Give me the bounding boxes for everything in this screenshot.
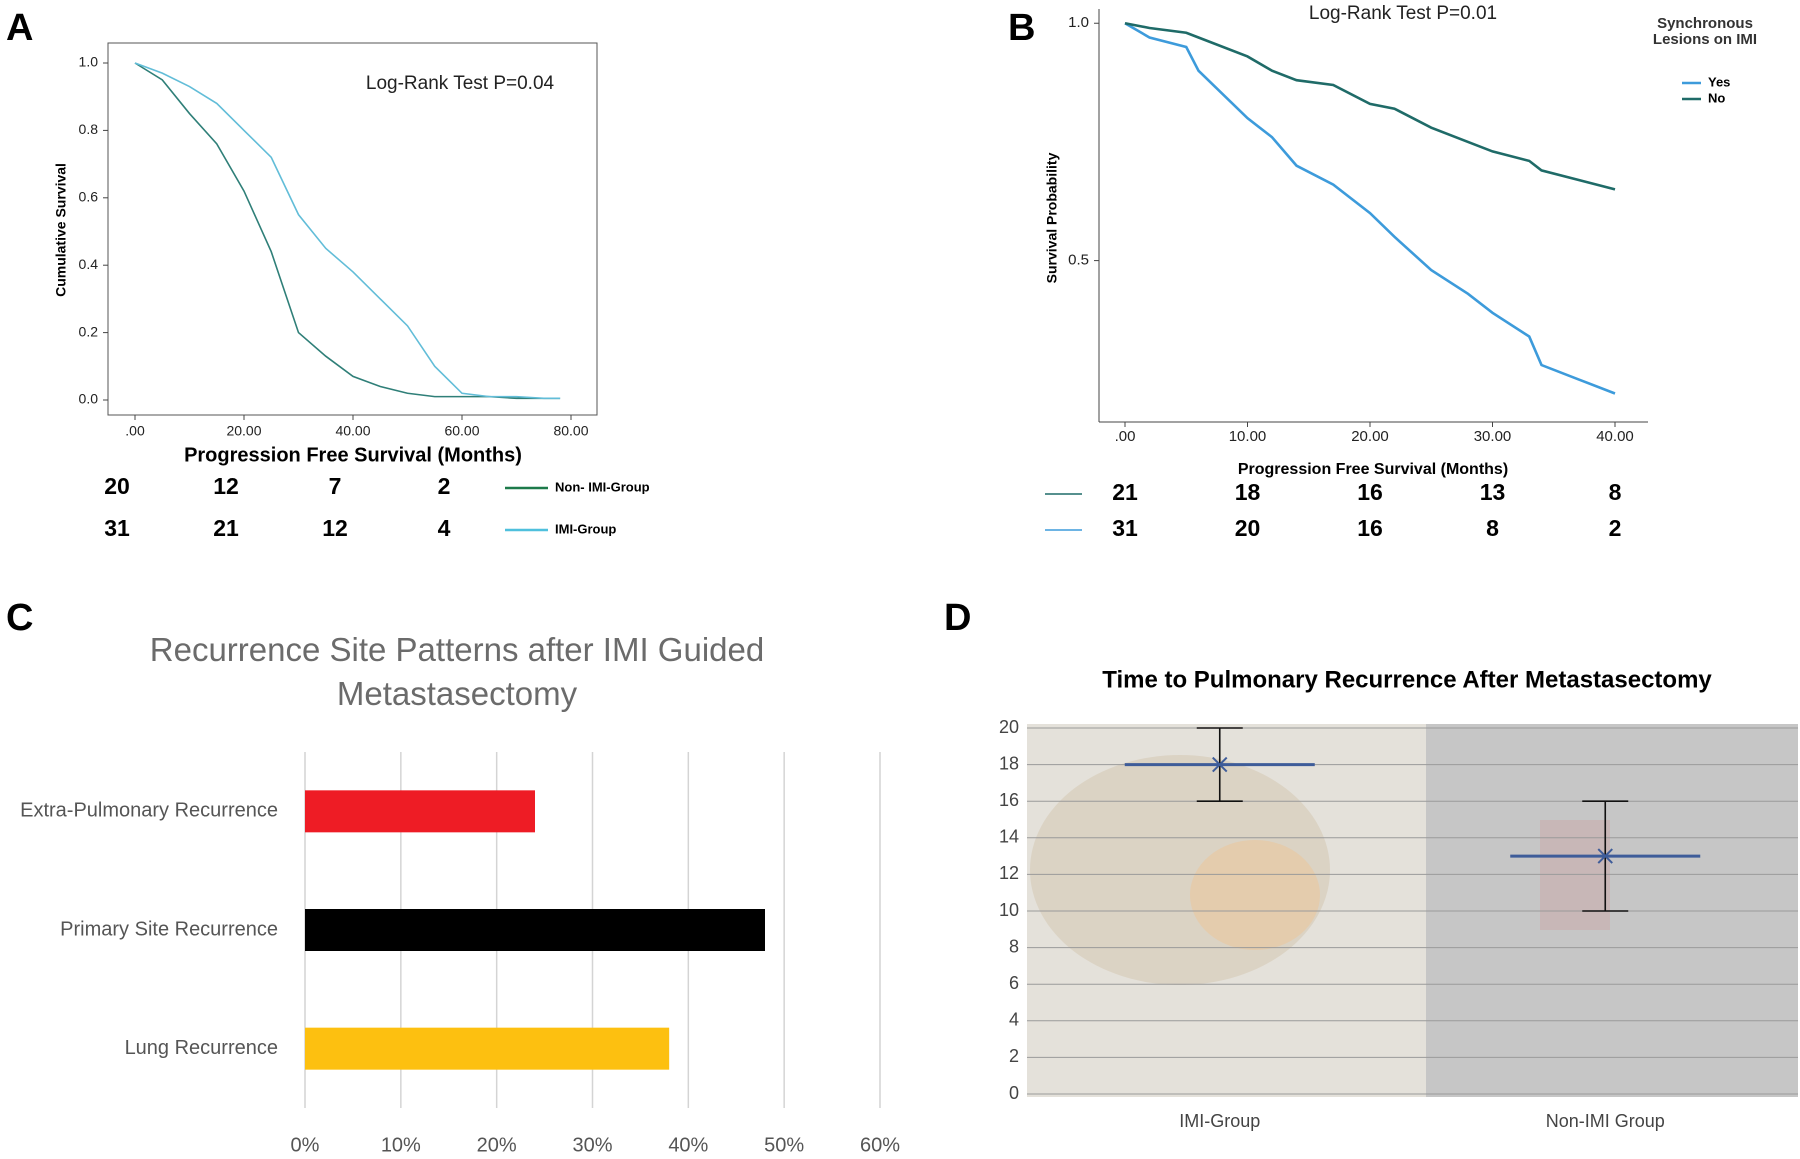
category-label: Non-IMI Group [1546, 1111, 1665, 1131]
at-risk-count: 31 [104, 515, 130, 541]
survival-curve [1124, 21, 1616, 191]
annotation: Log-Rank Test P=0.04 [366, 73, 555, 94]
mean-marker [1212, 756, 1228, 773]
photo-glow [1190, 840, 1320, 950]
y-tick-label: 4 [1009, 1010, 1019, 1030]
x-tick-label: 20% [477, 1134, 517, 1156]
plot-frame [107, 42, 598, 416]
legend-label: No [1708, 90, 1725, 105]
panel-label: A [6, 7, 33, 49]
x-tick-label: 0% [291, 1134, 320, 1156]
bar [305, 790, 535, 833]
x-tick-label: 80.00 [553, 423, 588, 439]
y-tick-label: 0.8 [79, 121, 99, 137]
at-risk-count: 8 [1609, 479, 1622, 505]
at-risk-count: 8 [1486, 515, 1499, 541]
y-tick-label: 20 [999, 717, 1019, 737]
x-tick-label: 60.00 [444, 423, 479, 439]
panel-label: C [6, 597, 33, 639]
at-risk-count: 31 [1112, 515, 1138, 541]
x-tick-label: 10% [381, 1134, 421, 1156]
at-risk-count: 7 [329, 473, 342, 499]
at-risk-count: 16 [1357, 479, 1383, 505]
y-tick-label: 8 [1009, 936, 1019, 956]
at-risk-count: 16 [1357, 515, 1383, 541]
y-axis-label: Cumulative Survival [53, 163, 69, 297]
survival-curve [1124, 22, 1616, 395]
at-risk-count: 21 [1112, 479, 1138, 505]
y-tick-label: 10 [999, 900, 1019, 920]
category-label: Lung Recurrence [125, 1037, 278, 1059]
panel-label: D [944, 597, 971, 639]
bar [305, 909, 765, 951]
x-tick-label: 30% [572, 1134, 612, 1156]
x-tick-label: .00 [125, 423, 145, 439]
x-tick-label: 20.00 [1351, 428, 1389, 445]
y-tick-label: 16 [999, 790, 1019, 810]
legend-label: Non- IMI-Group [555, 479, 650, 494]
panel-label: B [1008, 7, 1035, 49]
y-tick-label: 0.5 [1068, 252, 1089, 269]
y-tick-label: 1.0 [79, 54, 99, 70]
x-tick-label: 10.00 [1229, 428, 1267, 445]
annotation: Log-Rank Test P=0.01 [1309, 3, 1497, 24]
at-risk-count: 2 [438, 473, 451, 499]
category-label: IMI-Group [1179, 1111, 1260, 1131]
x-tick-label: 60% [860, 1134, 900, 1156]
y-tick-label: 1.0 [1068, 14, 1089, 31]
legend-title: Synchronous Lesions on IMI [1652, 15, 1758, 48]
chart-title: Time to Pulmonary Recurrence After Metas… [1102, 666, 1712, 693]
x-tick-label: 40.00 [335, 423, 370, 439]
at-risk-count: 4 [438, 515, 451, 541]
y-tick-label: 2 [1009, 1046, 1019, 1066]
category-label: Extra-Pulmonary Recurrence [20, 800, 278, 822]
x-tick-label: 40% [668, 1134, 708, 1156]
mean-marker [1597, 848, 1613, 864]
x-axis-label: Progression Free Survival (Months) [184, 444, 522, 466]
x-axis-label: Progression Free Survival (Months) [1238, 461, 1508, 478]
survival-curve [134, 62, 561, 400]
y-tick-label: 0.4 [79, 256, 99, 272]
x-tick-label: 50% [764, 1134, 804, 1156]
legend-label: Yes [1708, 74, 1730, 89]
y-tick-label: 14 [999, 827, 1019, 847]
y-tick-label: 0 [1009, 1083, 1019, 1103]
at-risk-count: 13 [1480, 479, 1506, 505]
x-tick-label: 20.00 [226, 423, 261, 439]
at-risk-count: 20 [104, 473, 130, 499]
y-tick-label: 18 [999, 753, 1019, 773]
at-risk-count: 12 [322, 515, 348, 541]
x-tick-label: 40.00 [1596, 428, 1634, 445]
legend-label: IMI-Group [555, 521, 616, 536]
y-tick-label: 6 [1009, 973, 1019, 993]
at-risk-count: 21 [213, 515, 239, 541]
y-tick-label: 12 [999, 863, 1019, 883]
survival-curve [134, 62, 561, 400]
at-risk-count: 18 [1235, 479, 1261, 505]
y-tick-label: 0.2 [79, 323, 99, 339]
chart-title: Recurrence Site Patterns after IMI Guide… [149, 631, 765, 712]
y-tick-label: 0.0 [79, 391, 99, 407]
at-risk-count: 20 [1235, 515, 1261, 541]
photo-surgery [1540, 820, 1610, 930]
at-risk-count: 12 [213, 473, 239, 499]
x-tick-label: .00 [1115, 428, 1136, 445]
y-axis-label: Survival Probability [1044, 152, 1060, 283]
category-label: Primary Site Recurrence [60, 918, 278, 940]
y-tick-label: 0.6 [79, 189, 99, 205]
x-tick-label: 30.00 [1474, 428, 1512, 445]
bar [305, 1027, 670, 1070]
at-risk-count: 2 [1609, 515, 1622, 541]
